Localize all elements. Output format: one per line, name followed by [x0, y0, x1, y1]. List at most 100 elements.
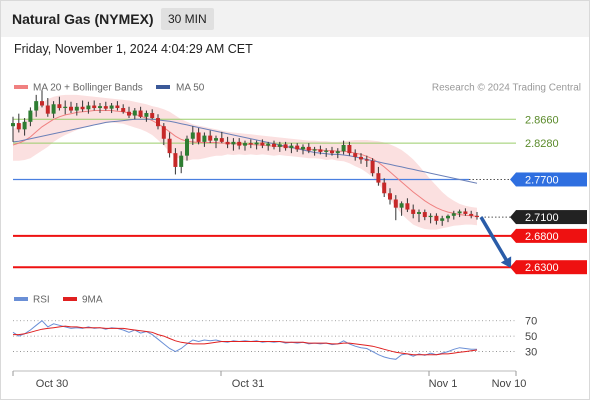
- level-label-2.7700: 2.7700: [525, 174, 559, 186]
- candle-body: [127, 111, 131, 116]
- candle-body: [469, 213, 474, 216]
- rsi-ma-legend-label: 9MA: [82, 295, 103, 306]
- level-tag-pointer-2.6800: [510, 228, 516, 243]
- candle-body: [463, 211, 468, 214]
- candle-body: [57, 104, 62, 109]
- candle-body: [376, 173, 381, 183]
- candle-body: [98, 106, 102, 109]
- candle-body: [161, 126, 166, 139]
- candle-body: [353, 153, 358, 157]
- candle-body: [45, 105, 50, 114]
- candle-body: [40, 101, 44, 106]
- candle-body: [405, 203, 410, 210]
- level-tag-2.7100: [516, 210, 587, 225]
- candle-body: [11, 123, 15, 127]
- candle-body: [359, 156, 363, 160]
- candle-body: [248, 143, 253, 145]
- level-tag-pointer-2.7700: [510, 172, 516, 187]
- candle-body: [318, 149, 323, 152]
- candle-body: [214, 138, 218, 141]
- candle-body: [28, 110, 33, 122]
- candle-body: [399, 203, 404, 208]
- level-label-2.6800: 2.6800: [525, 231, 559, 243]
- candle-body: [301, 146, 305, 150]
- candle-body: [428, 215, 433, 218]
- x-tick-label: Nov 10: [492, 378, 527, 390]
- candle-body: [330, 150, 334, 154]
- candle-body: [185, 138, 189, 156]
- ma50-line: [12, 118, 478, 184]
- rsi-legend: RSI 9MA: [14, 295, 103, 306]
- candle-body: [150, 113, 155, 119]
- candle-body: [132, 110, 137, 116]
- rsi-tick-70: 70: [525, 316, 537, 328]
- x-tick-label: Nov 1: [429, 378, 458, 390]
- candle-body: [69, 106, 73, 111]
- candle-body: [417, 212, 421, 214]
- candle-body: [243, 143, 247, 146]
- candle-body: [335, 151, 340, 154]
- candle-body: [388, 193, 392, 200]
- candle-body: [295, 145, 300, 150]
- candle-body: [266, 143, 271, 146]
- main-legend: MA 20 + Bollinger Bands MA 50 Research ©…: [14, 83, 581, 94]
- rsi-legend-label: RSI: [33, 295, 50, 306]
- candle-body: [231, 141, 236, 145]
- candle-body: [440, 218, 445, 221]
- candle-body: [121, 108, 126, 112]
- candle-body: [202, 135, 207, 142]
- candle-body: [156, 118, 160, 127]
- candle-body: [103, 106, 108, 109]
- candle-body: [422, 212, 427, 218]
- forecast-arrow-shaft: [479, 216, 509, 263]
- candle-body: [364, 159, 369, 161]
- ma50-legend-swatch: [156, 85, 170, 89]
- candle-body: [283, 144, 288, 149]
- candle-body: [86, 105, 91, 110]
- ma20-legend-swatch: [14, 85, 28, 89]
- level-label-2.8280: 2.8280: [525, 138, 559, 150]
- candle-body: [277, 144, 282, 147]
- research-credit: Research © 2024 Trading Central: [432, 83, 581, 94]
- forecast-arrow-head: [500, 256, 512, 269]
- rsi-ma-line: [13, 325, 478, 356]
- x-tick-label: Oct 31: [232, 378, 264, 390]
- ma20-legend-label: MA 20 + Bollinger Bands: [33, 83, 143, 94]
- candle-body: [144, 113, 149, 117]
- candle-body: [411, 209, 416, 214]
- chart-header: Natural Gas (NYMEX) 30 MIN: [1, 1, 589, 37]
- candle-body: [341, 145, 346, 152]
- symbol-title: Natural Gas (NYMEX): [12, 11, 154, 27]
- candle-body: [393, 199, 398, 208]
- rsi-legend-swatch: [14, 297, 28, 301]
- candle-body: [225, 141, 230, 145]
- rsi-tick-50: 50: [525, 331, 537, 343]
- level-label-2.7100: 2.7100: [525, 212, 559, 224]
- level-tag-2.6800: [516, 228, 587, 243]
- candle-body: [219, 138, 224, 142]
- report-datetime: Friday, November 1, 2024 4:04:29 AM CET: [14, 42, 253, 56]
- candle-body: [109, 105, 114, 109]
- candle-body: [475, 215, 479, 218]
- candle-body: [74, 106, 79, 111]
- level-label-2.6300: 2.6300: [525, 262, 559, 274]
- candle-body: [138, 110, 143, 117]
- candle-body: [179, 155, 184, 167]
- candle-body: [382, 182, 387, 194]
- candle-body: [306, 146, 311, 151]
- candle-body: [80, 106, 85, 110]
- level-tag-pointer-2.7100: [510, 210, 516, 225]
- candle-body: [92, 105, 97, 109]
- level-tag-2.6300: [516, 260, 587, 275]
- candle-body: [173, 153, 178, 167]
- candle-body: [451, 213, 456, 216]
- timeframe-badge[interactable]: 30 MIN: [161, 8, 214, 30]
- candle-body: [63, 106, 68, 109]
- candle-body: [22, 121, 27, 130]
- candle-body: [312, 149, 317, 151]
- candle-body: [289, 145, 294, 149]
- candle-body: [208, 135, 213, 141]
- level-tag-pointer-2.6300: [510, 260, 516, 275]
- candle-body: [446, 215, 450, 219]
